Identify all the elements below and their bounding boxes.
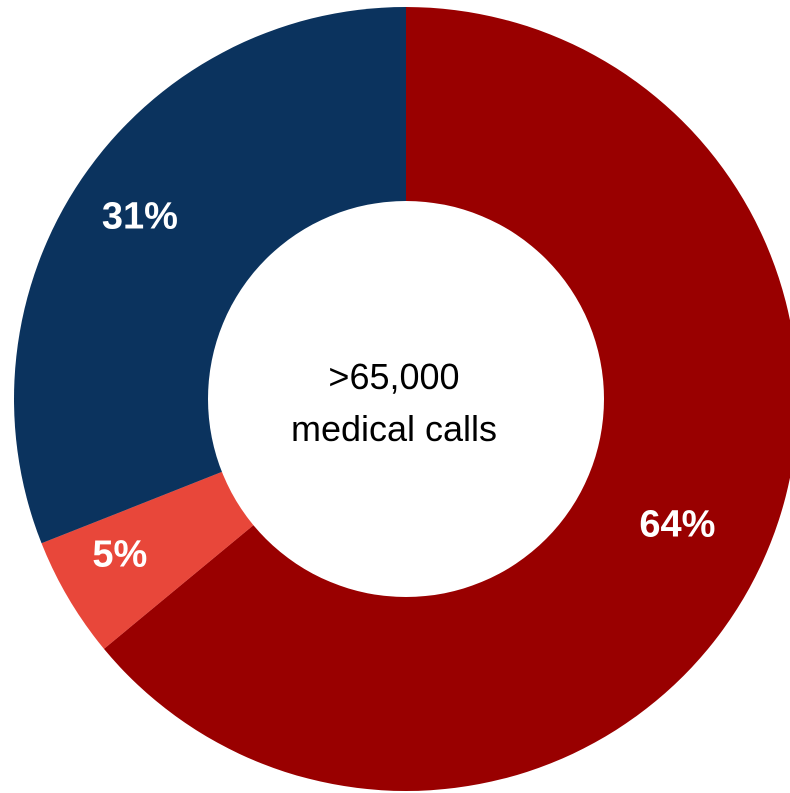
slice-label-0: 64% [639,504,715,546]
slice-label-2: 31% [102,195,178,237]
donut-hole [208,201,604,597]
center-text-line-1: >65,000 [328,356,459,397]
slice-label-1: 5% [92,534,147,576]
center-text-line-2: medical calls [291,408,497,449]
slice-labels: 64% 5% 31% [92,195,715,575]
